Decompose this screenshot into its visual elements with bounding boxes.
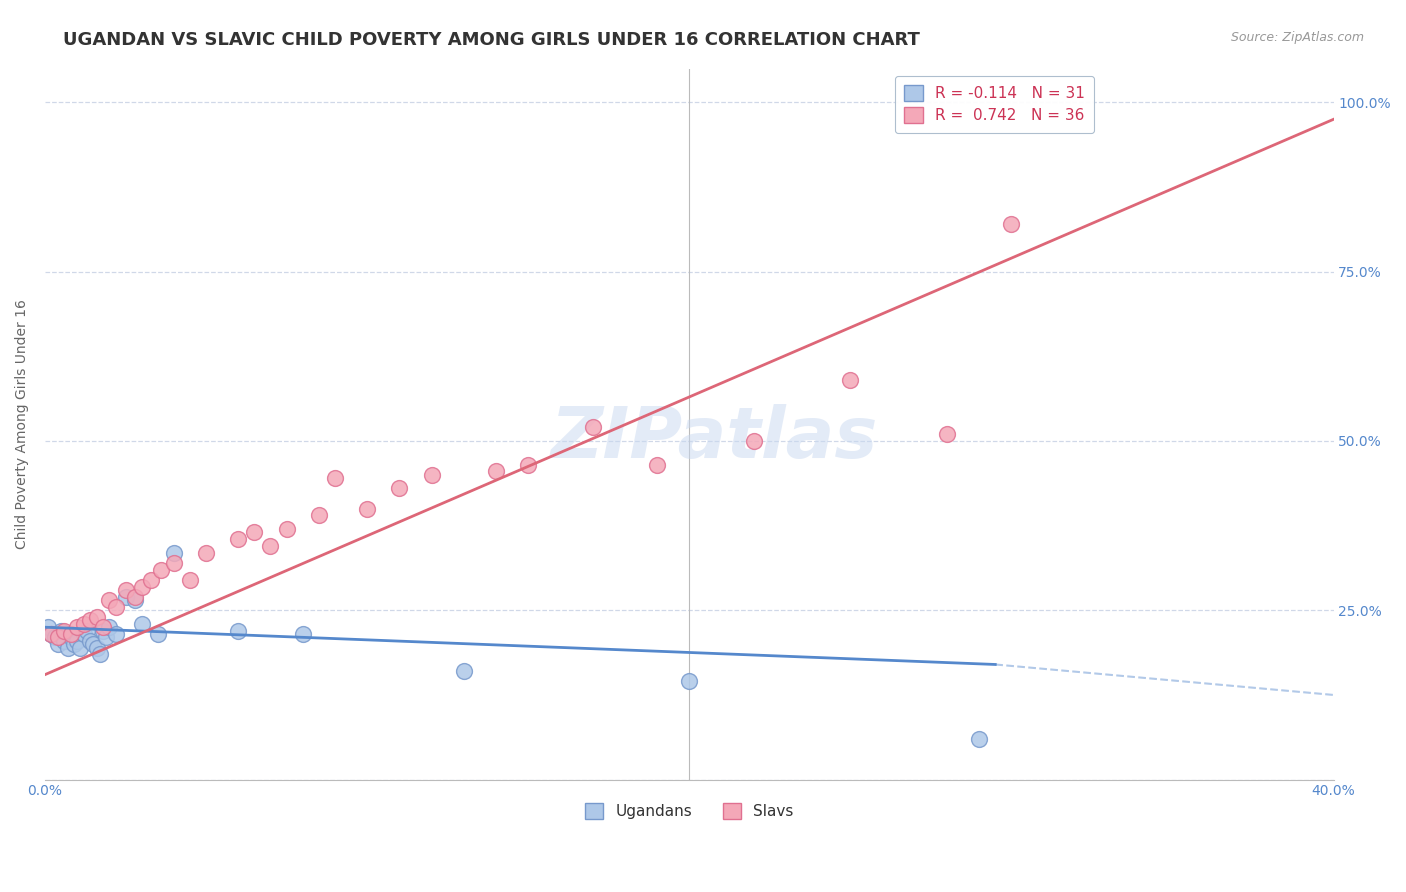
Point: [91, 620, 114, 634]
Point: [936, 427, 959, 442]
Point: [226, 624, 249, 638]
Point: [56, 640, 79, 655]
Point: [114, 582, 136, 597]
Legend: Ugandans, Slavs: Ugandans, Slavs: [579, 797, 800, 825]
Point: [141, 573, 163, 587]
Point: [59, 631, 82, 645]
Point: [86, 640, 108, 655]
Point: [49, 624, 72, 638]
Point: [86, 610, 108, 624]
Point: [44, 631, 66, 645]
Point: [114, 590, 136, 604]
Point: [179, 573, 201, 587]
Point: [131, 616, 153, 631]
Point: [308, 508, 330, 523]
Point: [195, 546, 218, 560]
Point: [46, 631, 69, 645]
Point: [91, 624, 114, 638]
Point: [420, 467, 443, 482]
Point: [124, 593, 146, 607]
Point: [163, 546, 186, 560]
Point: [41, 627, 63, 641]
Point: [98, 620, 121, 634]
Point: [46, 637, 69, 651]
Text: Source: ZipAtlas.com: Source: ZipAtlas.com: [1230, 31, 1364, 45]
Point: [163, 556, 186, 570]
Point: [104, 599, 127, 614]
Point: [53, 624, 76, 638]
Point: [839, 373, 862, 387]
Point: [59, 627, 82, 641]
Point: [742, 434, 765, 448]
Point: [581, 420, 603, 434]
Point: [517, 458, 540, 472]
Point: [149, 563, 172, 577]
Point: [79, 614, 101, 628]
Point: [243, 525, 266, 540]
Point: [453, 665, 475, 679]
Point: [63, 637, 86, 651]
Point: [72, 616, 94, 631]
Point: [79, 633, 101, 648]
Point: [37, 620, 59, 634]
Point: [485, 465, 508, 479]
Point: [645, 458, 668, 472]
Point: [1000, 217, 1022, 231]
Text: UGANDAN VS SLAVIC CHILD POVERTY AMONG GIRLS UNDER 16 CORRELATION CHART: UGANDAN VS SLAVIC CHILD POVERTY AMONG GI…: [63, 31, 920, 49]
Point: [96, 631, 118, 645]
Point: [388, 482, 411, 496]
Point: [967, 731, 990, 746]
Point: [276, 522, 298, 536]
Point: [72, 627, 94, 641]
Point: [41, 627, 63, 641]
Point: [146, 627, 169, 641]
Point: [82, 637, 104, 651]
Point: [291, 627, 314, 641]
Point: [356, 501, 378, 516]
Point: [323, 471, 346, 485]
Point: [259, 539, 281, 553]
Point: [131, 580, 153, 594]
Point: [66, 633, 89, 648]
Point: [226, 532, 249, 546]
Y-axis label: Child Poverty Among Girls Under 16: Child Poverty Among Girls Under 16: [15, 299, 30, 549]
Point: [69, 640, 91, 655]
Point: [98, 593, 121, 607]
Point: [53, 633, 76, 648]
Point: [66, 620, 89, 634]
Point: [124, 590, 146, 604]
Point: [76, 624, 98, 638]
Point: [89, 648, 111, 662]
Point: [678, 674, 700, 689]
Text: ZIPatlas: ZIPatlas: [551, 404, 879, 473]
Point: [104, 627, 127, 641]
